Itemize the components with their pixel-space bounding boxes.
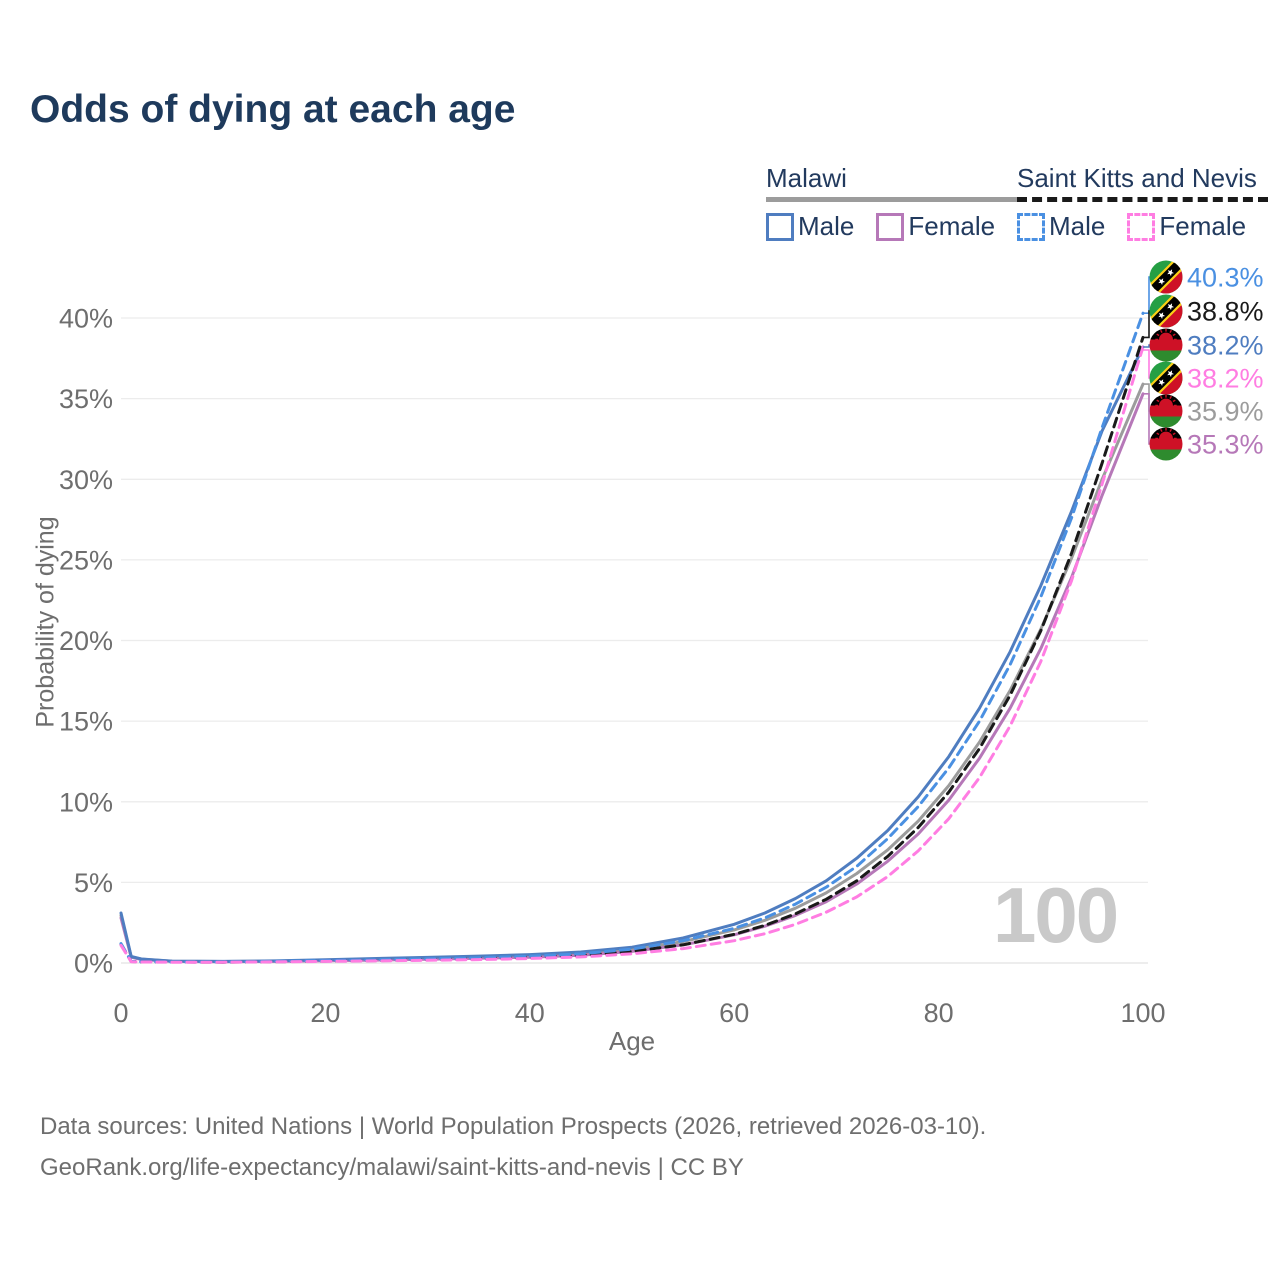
footer: Data sources: United Nations | World Pop… xyxy=(40,1106,986,1188)
malawi-female-label: Female xyxy=(908,211,996,241)
x-tick-label-20: 20 xyxy=(310,998,340,1028)
saint-kitts-and-nevis-flag-icon xyxy=(1149,294,1183,328)
series-line-saint-kitts-and-nevis-both xyxy=(119,335,1145,964)
malawi-flag-icon xyxy=(1149,427,1183,461)
x-tick-label-60: 60 xyxy=(719,998,749,1028)
x-axis-title: Age xyxy=(608,1026,656,1056)
x-tick-label-0: 0 xyxy=(113,998,128,1028)
y-tick-label-25: 25% xyxy=(59,545,113,575)
legend-group-saint-kitts-and-nevis: Saint Kitts and Nevis Male Female xyxy=(1017,163,1269,242)
series-line-saint-kitts-and-nevis-male xyxy=(119,311,1145,964)
saint-kitts-and-nevis-male-label: Male xyxy=(1049,211,1106,241)
y-tick-label-40: 40% xyxy=(59,304,113,334)
end-value-label-malawi-female: 35.3% xyxy=(1187,430,1264,460)
age-watermark: 100 xyxy=(993,871,1119,959)
malawi-male-swatch xyxy=(766,212,794,241)
end-value-label-malawi-male: 38.2% xyxy=(1187,331,1264,361)
page-title: Odds of dying at each age xyxy=(30,88,516,131)
footer-attribution: GeoRank.org/life-expectancy/malawi/saint… xyxy=(40,1154,744,1181)
series-line-malawi-male xyxy=(119,345,1145,963)
malawi-female-swatch xyxy=(876,212,905,241)
y-tick-label-35: 35% xyxy=(59,384,113,414)
saint-kitts-and-nevis-flag-icon xyxy=(1149,260,1183,294)
end-value-label-saint-kitts-and-nevis-male: 40.3% xyxy=(1187,263,1264,293)
x-tick-label-80: 80 xyxy=(924,998,954,1028)
series-line-saint-kitts-and-nevis-female xyxy=(119,345,1145,964)
footer-data-sources: Data sources: United Nations | World Pop… xyxy=(40,1113,987,1140)
y-tick-label-10: 10% xyxy=(59,787,113,817)
legend-group-malawi: Malawi Male Female xyxy=(766,163,1018,242)
legend-header-saint-kitts-and-nevis: Saint Kitts and Nevis xyxy=(1017,163,1257,193)
saint-kitts-and-nevis-line-style-sample xyxy=(1017,197,1269,202)
saint-kitts-and-nevis-male-swatch xyxy=(1017,212,1045,241)
end-value-label-saint-kitts-and-nevis-female: 38.2% xyxy=(1187,364,1264,394)
saint-kitts-and-nevis-female-swatch xyxy=(1127,212,1156,241)
x-tick-label-40: 40 xyxy=(515,998,545,1028)
saint-kitts-and-nevis-flag-icon xyxy=(1149,361,1183,395)
y-tick-label-15: 15% xyxy=(59,707,113,737)
end-value-label-malawi-both: 35.9% xyxy=(1187,397,1264,427)
malawi-flag-icon xyxy=(1149,394,1183,428)
y-tick-label-0: 0% xyxy=(74,949,113,979)
legend-header-malawi: Malawi xyxy=(766,163,847,193)
malawi-line-style-sample xyxy=(766,197,1018,202)
y-tick-label-20: 20% xyxy=(59,626,113,656)
saint-kitts-and-nevis-female-label: Female xyxy=(1159,211,1247,241)
end-value-label-saint-kitts-and-nevis-both: 38.8% xyxy=(1187,297,1264,327)
y-tick-label-30: 30% xyxy=(59,465,113,495)
malawi-flag-icon xyxy=(1149,328,1183,362)
series-line-malawi-both xyxy=(119,382,1145,963)
x-tick-label-100: 100 xyxy=(1120,998,1165,1028)
malawi-male-label: Male xyxy=(798,211,855,241)
y-tick-label-5: 5% xyxy=(74,868,113,898)
